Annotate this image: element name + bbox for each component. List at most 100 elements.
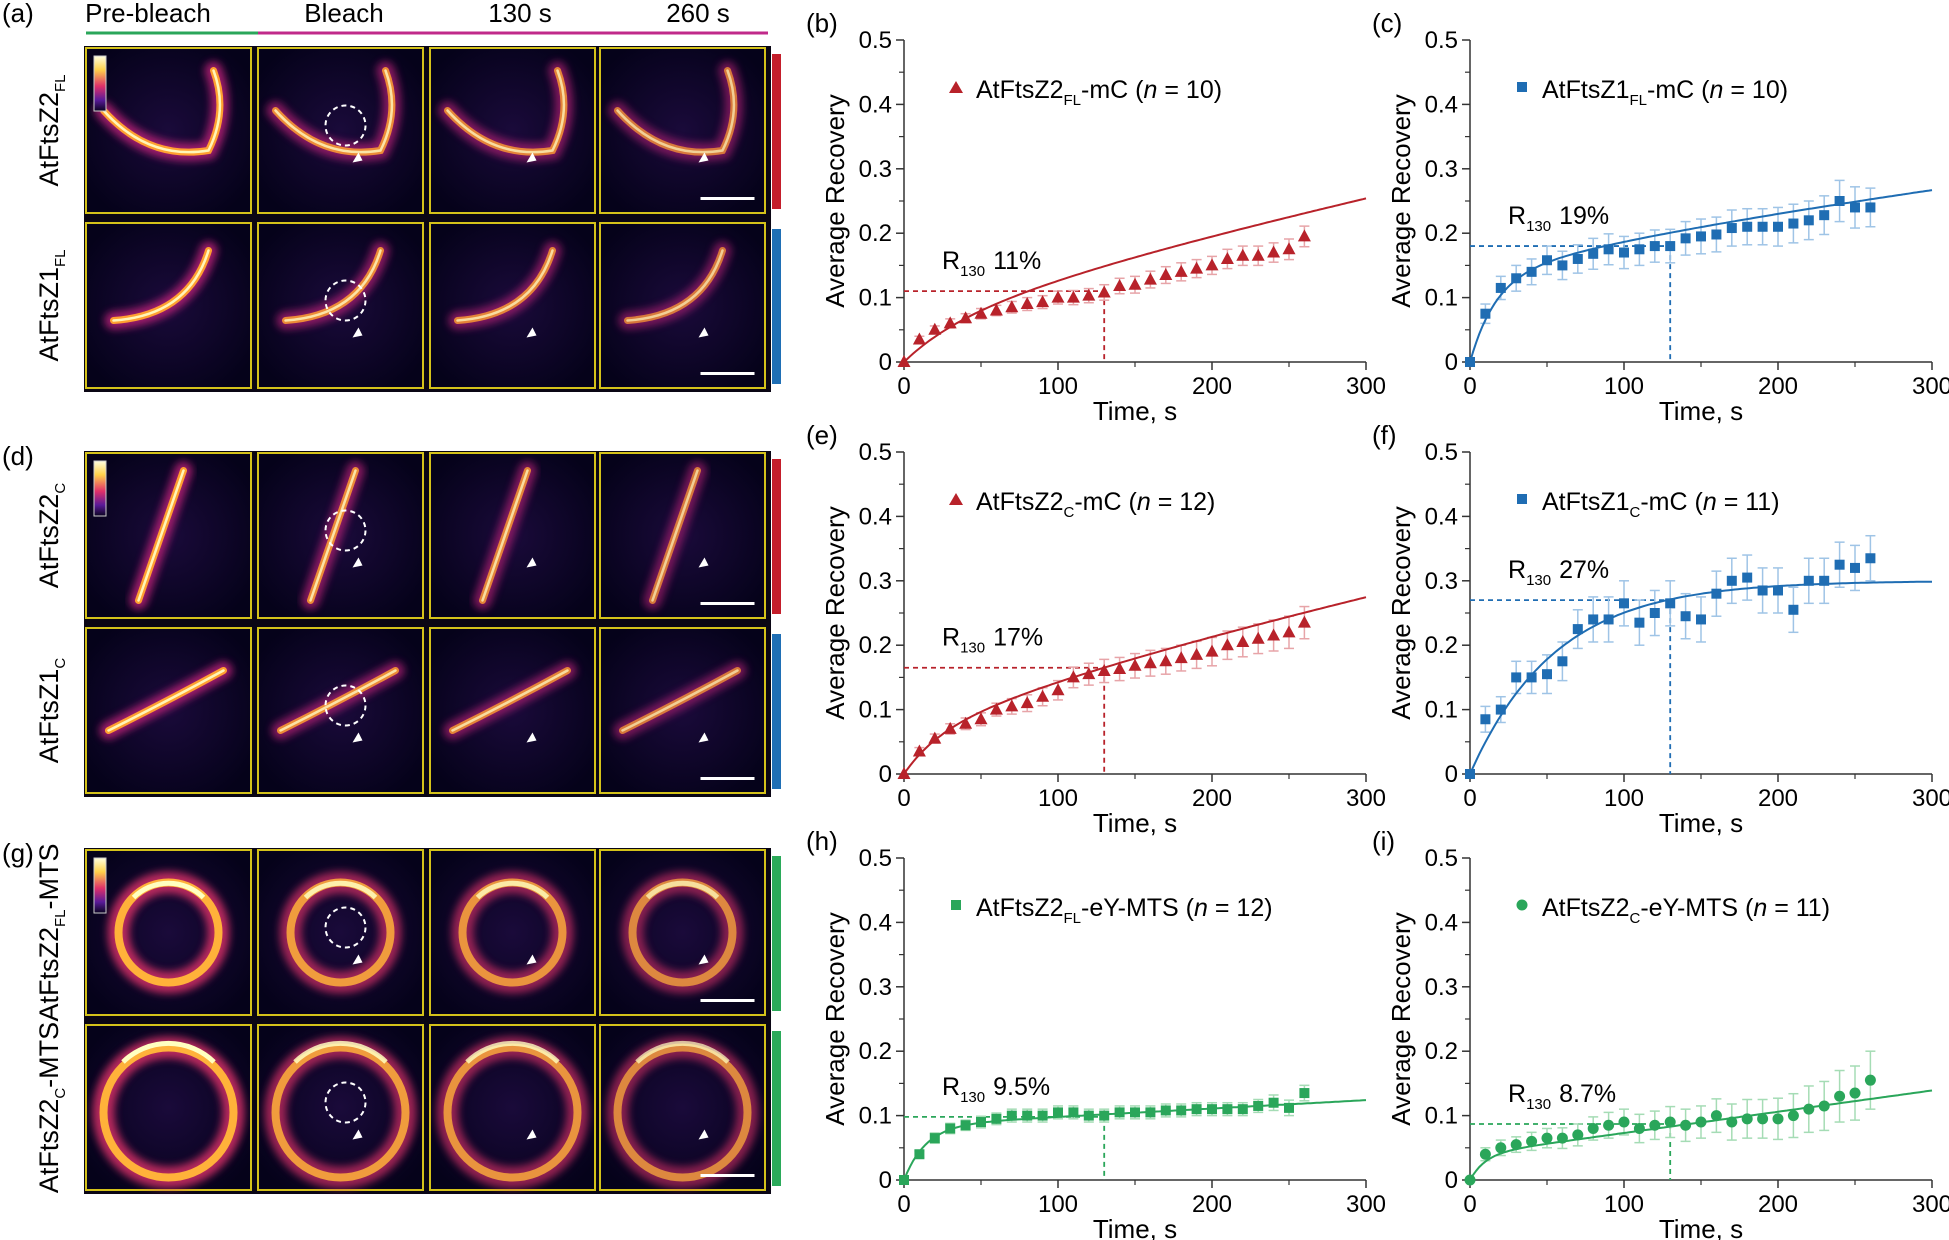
data-point	[1099, 1110, 1110, 1121]
data-point	[1541, 1132, 1553, 1144]
fluorescent-ring	[271, 1043, 410, 1182]
y-tick-label: 0.3	[1425, 156, 1458, 183]
data-point	[1695, 1116, 1707, 1128]
r130-sub: 130	[960, 263, 985, 280]
data-point	[1864, 1074, 1876, 1086]
data-point	[912, 744, 926, 757]
data-point	[1803, 1103, 1815, 1115]
header-260s: 260 s	[666, 0, 730, 28]
data-point	[1696, 614, 1706, 625]
data-point	[1097, 285, 1111, 298]
y-axis-label: Average Recovery	[820, 94, 850, 307]
row-label: AtFtsZ2FL	[34, 74, 69, 186]
data-point	[1051, 290, 1065, 303]
fit-curve	[1469, 189, 1933, 363]
legend-tail: -eY-MTS (	[1640, 894, 1754, 922]
r130-sub: 130	[1526, 572, 1551, 589]
chart-h: (h) 0 100 200 300 0 0.1 0.2 0.3 0.4 0.5 Time, s Aver…	[806, 826, 1386, 1240]
r130-sub: 130	[1526, 218, 1551, 235]
legend-main: AtFtsZ1	[1542, 488, 1630, 516]
r130-main: R	[942, 624, 960, 652]
data-point	[1267, 628, 1281, 641]
data-point	[1773, 221, 1783, 232]
data-point	[1665, 241, 1676, 252]
y-tick-label: 0.3	[859, 156, 892, 183]
data-point	[1834, 559, 1845, 570]
image-tile	[85, 1024, 252, 1191]
image-tile	[599, 627, 766, 794]
image-tile	[85, 849, 252, 1016]
fluorescent-filament-core	[274, 69, 394, 154]
data-point	[1680, 233, 1691, 244]
image-tile	[599, 222, 766, 389]
data-point	[1083, 1110, 1094, 1121]
chart-panel-label: (e)	[806, 420, 838, 450]
legend-sub: FL	[1630, 92, 1648, 109]
bleach-roi-circle	[324, 279, 367, 322]
arrowhead-marker	[698, 954, 709, 965]
panel-label: (a)	[2, 0, 34, 28]
tile-frame	[599, 627, 766, 794]
r130-label: R130 27%	[1508, 556, 1609, 589]
data-point	[1803, 575, 1814, 586]
data-point	[928, 731, 942, 744]
fluorescent-ring-bright	[131, 880, 206, 900]
data-point	[929, 1133, 940, 1144]
data-point	[1741, 1113, 1753, 1125]
r130-main: R	[1508, 202, 1526, 230]
legend-label: AtFtsZ2FL-eY-MTS (n = 12)	[976, 894, 1273, 927]
x-tick-label: 300	[1912, 373, 1949, 400]
r130-sub: 130	[960, 1089, 985, 1106]
construct-color-bar	[772, 634, 781, 789]
data-point	[1788, 604, 1799, 615]
x-tick-label: 0	[897, 785, 910, 812]
data-point	[1711, 229, 1722, 240]
legend-main: AtFtsZ2	[976, 894, 1064, 922]
construct-color-bar	[772, 229, 781, 384]
image-tile	[257, 222, 424, 389]
arrowhead-marker	[352, 954, 363, 965]
data-point	[1495, 704, 1506, 715]
data-point	[1664, 1116, 1676, 1128]
data-point	[1772, 1113, 1784, 1125]
data-point	[1818, 1100, 1830, 1112]
data-point	[943, 721, 957, 734]
row-label-sub: FL	[52, 74, 69, 92]
data-point	[1619, 598, 1629, 609]
arrowhead-marker	[698, 327, 709, 338]
data-point	[1526, 1135, 1538, 1147]
data-point	[1495, 1142, 1507, 1154]
data-point	[1480, 308, 1491, 319]
data-point	[1006, 1110, 1017, 1121]
data-point	[1588, 614, 1599, 625]
data-point	[1587, 1122, 1599, 1134]
data-point	[1299, 1088, 1310, 1099]
data-point	[1267, 245, 1281, 258]
data-point	[1145, 1107, 1156, 1118]
y-tick-label: 0.5	[1425, 27, 1458, 54]
row-label-main: AtFtsZ2	[34, 92, 64, 187]
arrowhead-marker	[352, 152, 363, 163]
y-tick-label: 0	[879, 1167, 892, 1194]
legend-n: n	[1710, 76, 1724, 104]
image-tile	[257, 47, 424, 214]
data-point	[1603, 1119, 1615, 1131]
data-point	[1282, 625, 1296, 638]
data-point	[1097, 663, 1111, 676]
legend-tail: -mC (	[1647, 76, 1710, 104]
legend-sub: C	[1064, 504, 1075, 521]
data-point	[1130, 1107, 1140, 1118]
legend-label: AtFtsZ2FL-mC (n = 10)	[976, 76, 1222, 109]
image-panels: (a)AtFtsZ2FLAtFtsZ1FL(d)AtFtsZ2CAtFtsZ1C…	[2, 0, 781, 1194]
fluorescent-ring	[613, 1043, 752, 1182]
legend-main: AtFtsZ2	[1542, 894, 1630, 922]
construct-color-bar	[772, 856, 781, 1011]
chart-c: (c) 0 100 200 300 0 0.1 0.2 0.3 0.4 0.5 Time, s Aver…	[1372, 8, 1949, 426]
r130-sub: 130	[1526, 1096, 1551, 1113]
data-point	[989, 303, 1003, 316]
arrowhead-marker	[698, 1129, 709, 1140]
data-point	[1742, 221, 1753, 232]
fluorescent-filament-core	[137, 469, 185, 602]
fluorescent-filament-core	[279, 669, 397, 732]
chart-panel-label: (c)	[1372, 8, 1402, 38]
